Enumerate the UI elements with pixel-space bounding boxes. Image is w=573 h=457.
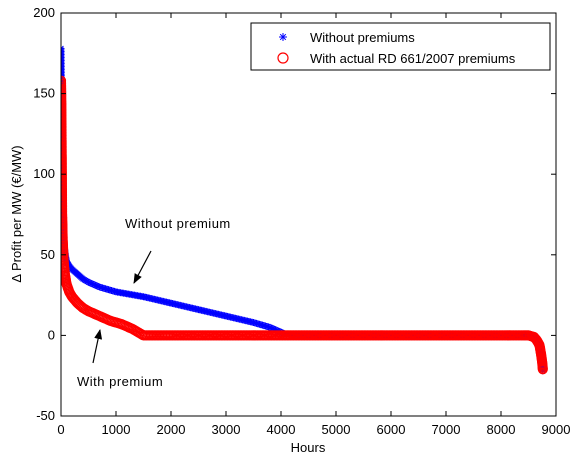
y-tick-label: 200 <box>33 5 55 20</box>
y-tick-label: 100 <box>33 166 55 181</box>
x-tick-label: 1000 <box>102 422 131 437</box>
annotation-arrow-with-premium <box>92 329 103 364</box>
x-tick-label: 0 <box>57 422 64 437</box>
x-tick-label: 9000 <box>542 422 571 437</box>
y-axis-label: Δ Profit per MW (€/MW) <box>9 145 24 282</box>
legend-label-with-premiums: With actual RD 661/2007 premiums <box>310 51 516 66</box>
y-tick-label: 0 <box>48 327 55 342</box>
x-tick-label: 2000 <box>157 422 186 437</box>
legend-marker-with-premiums <box>277 52 289 64</box>
plot-frame <box>60 12 557 417</box>
x-axis-label: Hours <box>291 440 326 455</box>
x-tick-label: 7000 <box>432 422 461 437</box>
plot-area <box>61 13 556 416</box>
x-tick-label: 5000 <box>322 422 351 437</box>
y-tick-label: 50 <box>41 247 55 262</box>
data-point <box>537 364 548 375</box>
annotation-with-premium: With premium <box>77 329 163 389</box>
data-point <box>279 33 287 41</box>
annotation-without-premium: Without premium <box>125 216 231 284</box>
data-point <box>277 52 289 64</box>
y-tick-label: 150 <box>33 86 55 101</box>
x-tick-label: 3000 <box>212 422 241 437</box>
legend-marker-without-premiums <box>279 33 287 41</box>
legend-label-without-premiums: Without premiums <box>310 30 415 45</box>
x-tick-label: 4000 <box>267 422 296 437</box>
annotation-text-with-premium: With premium <box>77 374 163 389</box>
x-tick-label: 8000 <box>487 422 516 437</box>
annotation-arrow-without-premium <box>133 250 152 284</box>
y-tick-label: -50 <box>36 408 55 423</box>
x-tick-label: 6000 <box>377 422 406 437</box>
legend-box <box>250 22 551 71</box>
annotation-text-without-premium: Without premium <box>125 216 231 231</box>
legend: Without premiums With actual RD 661/2007… <box>250 22 551 71</box>
